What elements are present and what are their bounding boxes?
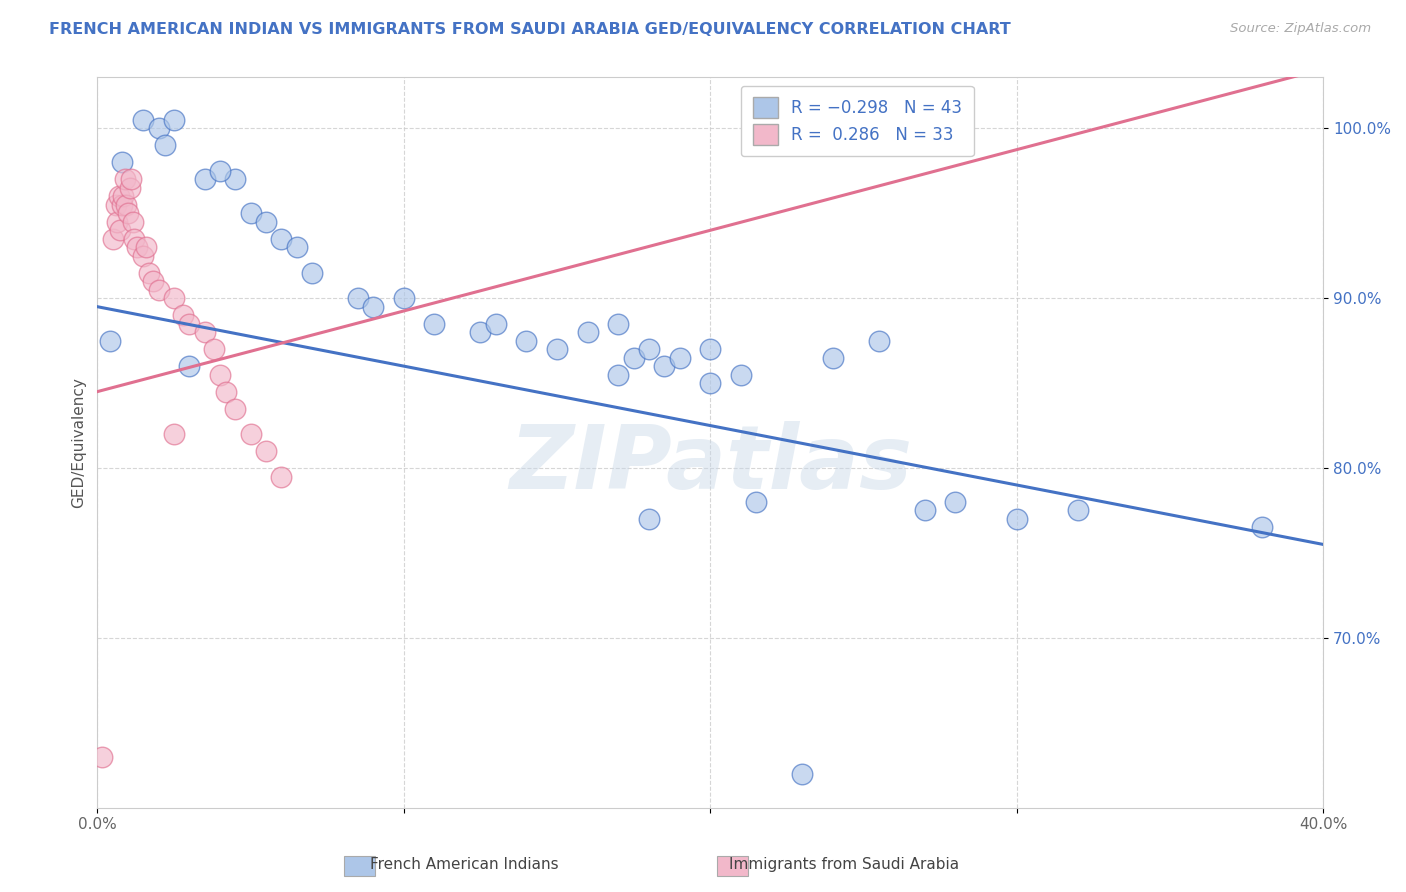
Point [638, 512, 661, 526]
Point [1067, 503, 1090, 517]
Point [470, 325, 492, 339]
Point [485, 317, 508, 331]
Point [254, 444, 277, 458]
Point [1251, 520, 1274, 534]
Point [115, 198, 138, 212]
Point [114, 172, 136, 186]
Point [202, 342, 225, 356]
Point [914, 503, 936, 517]
Point [132, 249, 155, 263]
Point [179, 359, 201, 373]
Point [792, 766, 814, 780]
Point [301, 266, 323, 280]
Point [153, 138, 176, 153]
Point [239, 427, 262, 442]
Point [111, 155, 134, 169]
Point [138, 266, 160, 280]
Point [194, 325, 217, 339]
Point [117, 206, 139, 220]
Point [423, 317, 446, 331]
Point [638, 342, 661, 356]
Point [730, 368, 752, 382]
Point [132, 112, 155, 127]
Point [239, 206, 262, 220]
Point [285, 240, 308, 254]
Point [101, 232, 124, 246]
Point [654, 359, 676, 373]
Point [254, 215, 277, 229]
Point [699, 342, 721, 356]
Point [110, 223, 132, 237]
Point [127, 240, 149, 254]
Point [120, 172, 142, 186]
Text: ZIPatlas: ZIPatlas [509, 421, 912, 508]
Point [576, 325, 599, 339]
Point [607, 368, 630, 382]
Point [163, 427, 186, 442]
Text: Source: ZipAtlas.com: Source: ZipAtlas.com [1230, 22, 1371, 36]
Point [172, 308, 194, 322]
Point [135, 240, 157, 254]
Point [515, 334, 537, 348]
Point [868, 334, 890, 348]
Point [194, 172, 217, 186]
Point [163, 112, 186, 127]
Point [148, 283, 170, 297]
Point [945, 495, 967, 509]
Point [270, 232, 292, 246]
Point [208, 368, 231, 382]
Point [668, 351, 690, 365]
Point [91, 749, 114, 764]
Y-axis label: GED/Equivalency: GED/Equivalency [72, 377, 86, 508]
Point [215, 384, 238, 399]
Text: French American Indians: French American Indians [370, 857, 558, 872]
Point [745, 495, 768, 509]
Point [224, 172, 246, 186]
Point [821, 351, 844, 365]
Point [105, 215, 128, 229]
Point [163, 291, 186, 305]
Point [122, 232, 145, 246]
Point [148, 121, 170, 136]
Point [546, 342, 568, 356]
Point [112, 189, 135, 203]
Point [224, 401, 246, 416]
Point [118, 181, 141, 195]
Point [107, 189, 129, 203]
Point [1005, 512, 1028, 526]
Point [347, 291, 370, 305]
Point [121, 215, 143, 229]
Point [392, 291, 415, 305]
Point [104, 198, 127, 212]
Point [179, 317, 201, 331]
Legend: R = −0.298   N = 43, R =  0.286   N = 33: R = −0.298 N = 43, R = 0.286 N = 33 [741, 86, 974, 156]
Point [111, 198, 134, 212]
Text: FRENCH AMERICAN INDIAN VS IMMIGRANTS FROM SAUDI ARABIA GED/EQUIVALENCY CORRELATI: FRENCH AMERICAN INDIAN VS IMMIGRANTS FRO… [49, 22, 1011, 37]
Point [361, 300, 384, 314]
Point [623, 351, 645, 365]
Point [98, 334, 121, 348]
Point [270, 469, 292, 483]
Point [141, 274, 163, 288]
Point [699, 376, 721, 391]
Point [208, 164, 231, 178]
Point [607, 317, 630, 331]
Text: Immigrants from Saudi Arabia: Immigrants from Saudi Arabia [728, 857, 959, 872]
